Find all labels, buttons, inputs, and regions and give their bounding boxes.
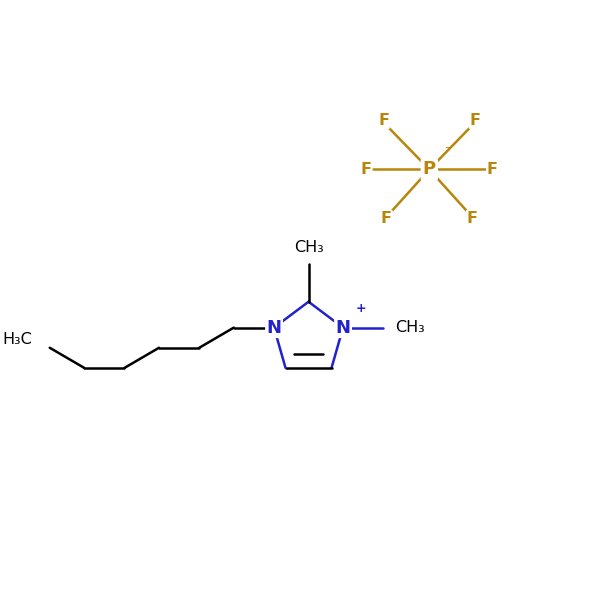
Text: H₃C: H₃C xyxy=(3,332,32,347)
Text: F: F xyxy=(467,211,478,226)
Text: N: N xyxy=(266,318,281,337)
Text: F: F xyxy=(487,162,498,177)
Text: CH₃: CH₃ xyxy=(294,240,324,255)
Text: F: F xyxy=(361,162,372,177)
Text: +: + xyxy=(356,302,367,315)
Text: CH₃: CH₃ xyxy=(395,320,424,335)
Text: F: F xyxy=(378,113,389,128)
Text: ⁻: ⁻ xyxy=(443,144,451,157)
Text: F: F xyxy=(470,113,480,128)
Text: N: N xyxy=(336,318,350,337)
Text: P: P xyxy=(423,160,436,178)
Text: F: F xyxy=(381,211,392,226)
